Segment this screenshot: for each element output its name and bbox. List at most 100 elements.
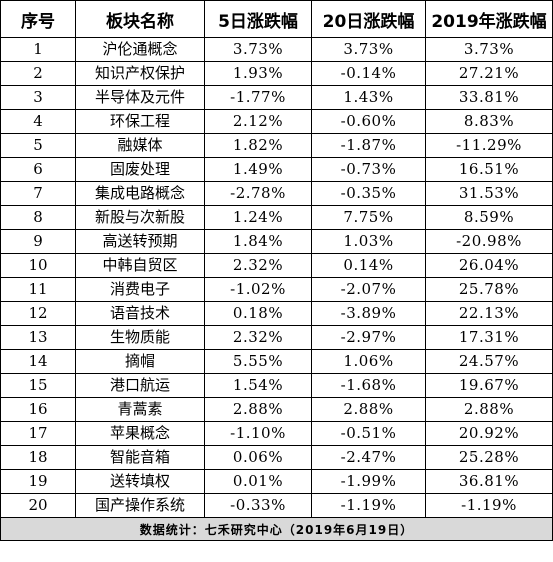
change-20day: 2.88%	[311, 397, 426, 422]
change-20day: 7.75%	[311, 205, 426, 230]
table-row: 10 中韩自贸区 2.32% 0.14% 26.04%	[0, 253, 553, 278]
change-20day: -1.19%	[311, 493, 426, 518]
change-2019: 31.53%	[425, 181, 553, 206]
change-2019: 26.04%	[425, 253, 553, 278]
row-index: 5	[0, 133, 76, 158]
table-row: 5 融媒体 1.82% -1.87% -11.29%	[0, 133, 553, 158]
row-index: 20	[0, 493, 76, 518]
sector-name: 摘帽	[75, 349, 205, 374]
change-2019: 19.67%	[425, 373, 553, 398]
header-20day-change: 20日涨跌幅	[311, 0, 426, 38]
table-row: 3 半导体及元件 -1.77% 1.43% 33.81%	[0, 85, 553, 110]
table-row: 16 青蒿素 2.88% 2.88% 2.88%	[0, 397, 553, 422]
table-row: 1 沪伦通概念 3.73% 3.73% 3.73%	[0, 37, 553, 62]
change-2019: 25.78%	[425, 277, 553, 302]
change-2019: 24.57%	[425, 349, 553, 374]
table-footer: 数据统计：七禾研究中心（2019年6月19日）	[0, 517, 553, 541]
change-20day: -0.14%	[311, 61, 426, 86]
sector-name: 语音技术	[75, 301, 205, 326]
table-row: 11 消费电子 -1.02% -2.07% 25.78%	[0, 277, 553, 302]
change-2019: -11.29%	[425, 133, 553, 158]
row-index: 17	[0, 421, 76, 446]
change-20day: -0.35%	[311, 181, 426, 206]
sector-name: 知识产权保护	[75, 61, 205, 86]
change-5day: 3.73%	[204, 37, 312, 62]
table-row: 4 环保工程 2.12% -0.60% 8.83%	[0, 109, 553, 134]
sector-name: 生物质能	[75, 325, 205, 350]
change-2019: 33.81%	[425, 85, 553, 110]
row-index: 11	[0, 277, 76, 302]
table-row: 7 集成电路概念 -2.78% -0.35% 31.53%	[0, 181, 553, 206]
change-5day: -2.78%	[204, 181, 312, 206]
row-index: 15	[0, 373, 76, 398]
change-2019: 17.31%	[425, 325, 553, 350]
change-20day: -2.47%	[311, 445, 426, 470]
table-header: 序号 板块名称 5日涨跌幅 20日涨跌幅 2019年涨跌幅	[0, 0, 553, 38]
data-source-note: 数据统计：七禾研究中心（2019年6月19日）	[0, 517, 553, 541]
sector-name: 送转填权	[75, 469, 205, 494]
row-index: 16	[0, 397, 76, 422]
row-index: 14	[0, 349, 76, 374]
change-5day: 2.88%	[204, 397, 312, 422]
change-20day: -0.73%	[311, 157, 426, 182]
change-20day: 1.03%	[311, 229, 426, 254]
row-index: 12	[0, 301, 76, 326]
change-5day: 0.01%	[204, 469, 312, 494]
change-2019: 3.73%	[425, 37, 553, 62]
change-5day: 0.06%	[204, 445, 312, 470]
change-2019: -20.98%	[425, 229, 553, 254]
table-row: 2 知识产权保护 1.93% -0.14% 27.21%	[0, 61, 553, 86]
table-row: 18 智能音箱 0.06% -2.47% 25.28%	[0, 445, 553, 470]
header-row: 序号 板块名称 5日涨跌幅 20日涨跌幅 2019年涨跌幅	[0, 0, 553, 38]
table-row: 12 语音技术 0.18% -3.89% 22.13%	[0, 301, 553, 326]
change-20day: 1.06%	[311, 349, 426, 374]
change-5day: 2.32%	[204, 325, 312, 350]
row-index: 9	[0, 229, 76, 254]
change-5day: 1.54%	[204, 373, 312, 398]
table-row: 6 固废处理 1.49% -0.73% 16.51%	[0, 157, 553, 182]
change-5day: 1.84%	[204, 229, 312, 254]
change-5day: -0.33%	[204, 493, 312, 518]
change-5day: 1.24%	[204, 205, 312, 230]
table-row: 15 港口航运 1.54% -1.68% 19.67%	[0, 373, 553, 398]
change-2019: 16.51%	[425, 157, 553, 182]
change-20day: 0.14%	[311, 253, 426, 278]
change-20day: -0.51%	[311, 421, 426, 446]
change-5day: -1.77%	[204, 85, 312, 110]
sector-name: 融媒体	[75, 133, 205, 158]
table-row: 14 摘帽 5.55% 1.06% 24.57%	[0, 349, 553, 374]
change-20day: -1.99%	[311, 469, 426, 494]
row-index: 3	[0, 85, 76, 110]
change-2019: 22.13%	[425, 301, 553, 326]
row-index: 1	[0, 37, 76, 62]
change-20day: -1.87%	[311, 133, 426, 158]
table-row: 20 国产操作系统 -0.33% -1.19% -1.19%	[0, 493, 553, 518]
change-20day: -2.97%	[311, 325, 426, 350]
change-2019: 8.83%	[425, 109, 553, 134]
sector-name: 环保工程	[75, 109, 205, 134]
change-2019: 8.59%	[425, 205, 553, 230]
change-5day: 2.12%	[204, 109, 312, 134]
change-2019: 25.28%	[425, 445, 553, 470]
change-5day: -1.10%	[204, 421, 312, 446]
change-5day: 2.32%	[204, 253, 312, 278]
change-2019: 20.92%	[425, 421, 553, 446]
row-index: 8	[0, 205, 76, 230]
change-20day: -3.89%	[311, 301, 426, 326]
change-5day: 1.82%	[204, 133, 312, 158]
change-5day: 1.49%	[204, 157, 312, 182]
row-index: 13	[0, 325, 76, 350]
change-20day: 1.43%	[311, 85, 426, 110]
change-20day: -0.60%	[311, 109, 426, 134]
row-index: 4	[0, 109, 76, 134]
sector-name: 集成电路概念	[75, 181, 205, 206]
row-index: 19	[0, 469, 76, 494]
header-2019-change: 2019年涨跌幅	[425, 0, 553, 38]
table-row: 9 高送转预期 1.84% 1.03% -20.98%	[0, 229, 553, 254]
change-5day: 5.55%	[204, 349, 312, 374]
header-index: 序号	[0, 0, 76, 38]
change-2019: -1.19%	[425, 493, 553, 518]
row-index: 2	[0, 61, 76, 86]
table-row: 19 送转填权 0.01% -1.99% 36.81%	[0, 469, 553, 494]
